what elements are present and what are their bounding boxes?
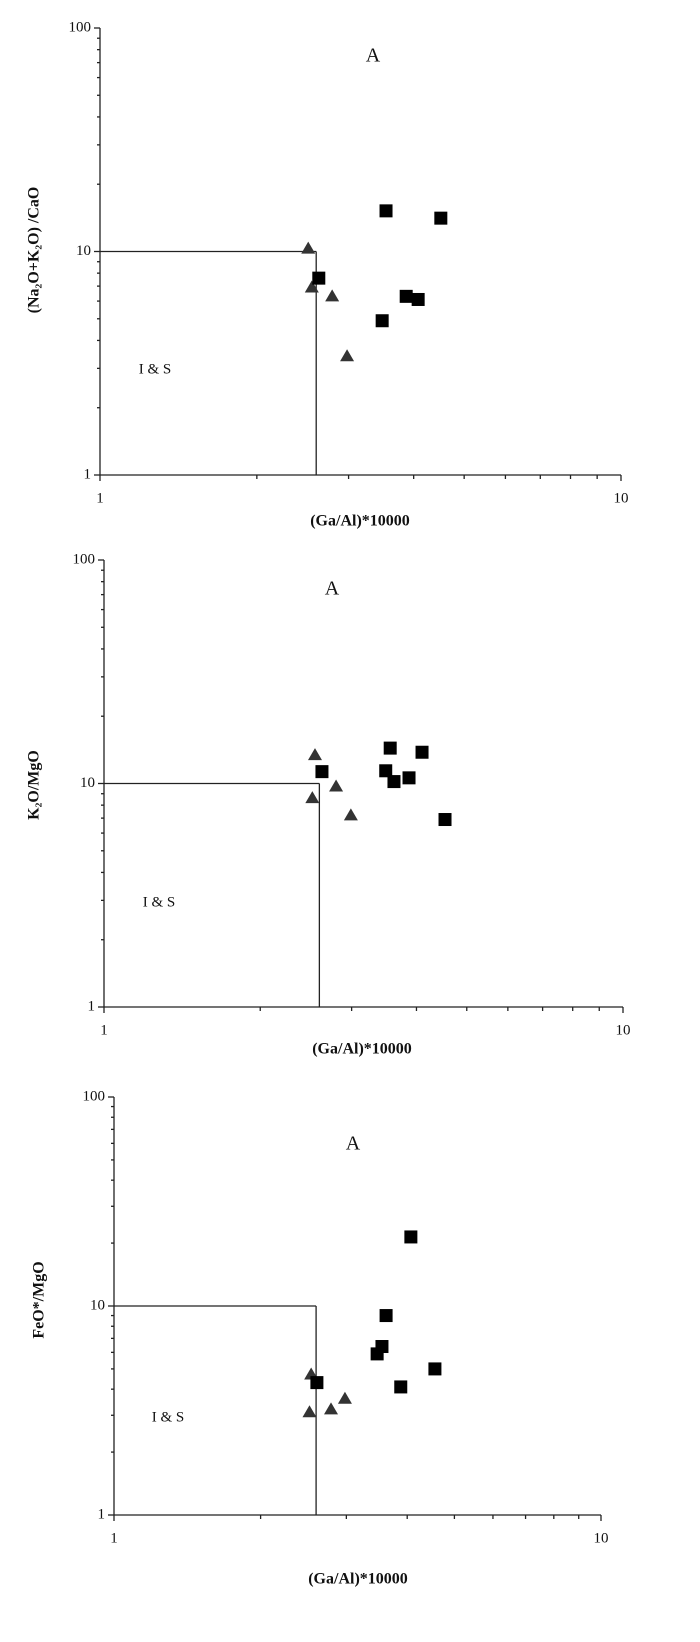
x-tick-label: 10 <box>616 1022 631 1038</box>
annotation: A <box>346 1133 361 1155</box>
square-point <box>383 741 397 755</box>
y-axis-label: (Na₂O+K₂O) /CaO <box>26 187 43 314</box>
x-tick-label: 1 <box>100 1022 108 1038</box>
square-point <box>399 289 413 303</box>
x-axis-label: (Ga/Al)*10000 <box>310 513 410 530</box>
x-tick-label: 10 <box>614 490 629 506</box>
annotation: I & S <box>139 361 172 377</box>
square-point <box>310 1376 324 1390</box>
square-point <box>379 1309 393 1323</box>
x-tick-label: 1 <box>96 490 104 506</box>
annotation: I & S <box>152 1409 185 1425</box>
square-point <box>438 813 452 827</box>
y-tick-label: 100 <box>83 1088 106 1104</box>
square-point <box>404 1230 418 1244</box>
square-point <box>411 292 425 306</box>
y-tick-label: 10 <box>76 243 91 259</box>
y-axis-label: K₂O/MgO <box>26 750 43 820</box>
y-axis-label: FeO*/MgO <box>31 1261 48 1338</box>
y-tick-label: 1 <box>98 1506 106 1522</box>
triangle-point <box>337 1391 352 1404</box>
square-point <box>387 775 401 789</box>
triangle-point <box>307 748 322 761</box>
triangle-point <box>304 280 319 293</box>
x-axis-label: (Ga/Al)*10000 <box>312 1041 412 1058</box>
triangle-point <box>343 808 358 821</box>
square-point <box>375 314 389 328</box>
x-tick-label: 1 <box>110 1530 118 1546</box>
y-tick-label: 1 <box>88 998 96 1014</box>
triangle-point <box>301 241 316 254</box>
square-point <box>415 745 429 759</box>
y-tick-label: 1 <box>84 466 92 482</box>
annotation: I & S <box>143 894 176 910</box>
square-point <box>315 765 329 779</box>
square-point <box>379 764 393 778</box>
y-tick-label: 100 <box>73 551 96 567</box>
annotation: A <box>325 578 340 600</box>
y-tick-label: 100 <box>69 19 92 35</box>
x-axis-label: (Ga/Al)*10000 <box>308 1571 408 1588</box>
square-point <box>428 1362 442 1376</box>
triangle-point <box>340 349 355 362</box>
x-tick-label: 10 <box>594 1530 609 1546</box>
triangle-point <box>302 1405 317 1418</box>
triangle-point <box>329 779 344 792</box>
annotation: A <box>366 45 381 67</box>
square-point <box>312 271 326 285</box>
square-point <box>394 1380 408 1394</box>
square-point <box>370 1347 384 1361</box>
triangle-point <box>324 1402 339 1415</box>
triangle-point <box>305 791 320 804</box>
y-tick-label: 10 <box>80 775 95 791</box>
y-tick-label: 10 <box>90 1297 105 1313</box>
square-point <box>379 204 393 218</box>
square-point <box>434 211 448 225</box>
square-point <box>402 771 416 785</box>
triangle-point <box>325 289 340 302</box>
